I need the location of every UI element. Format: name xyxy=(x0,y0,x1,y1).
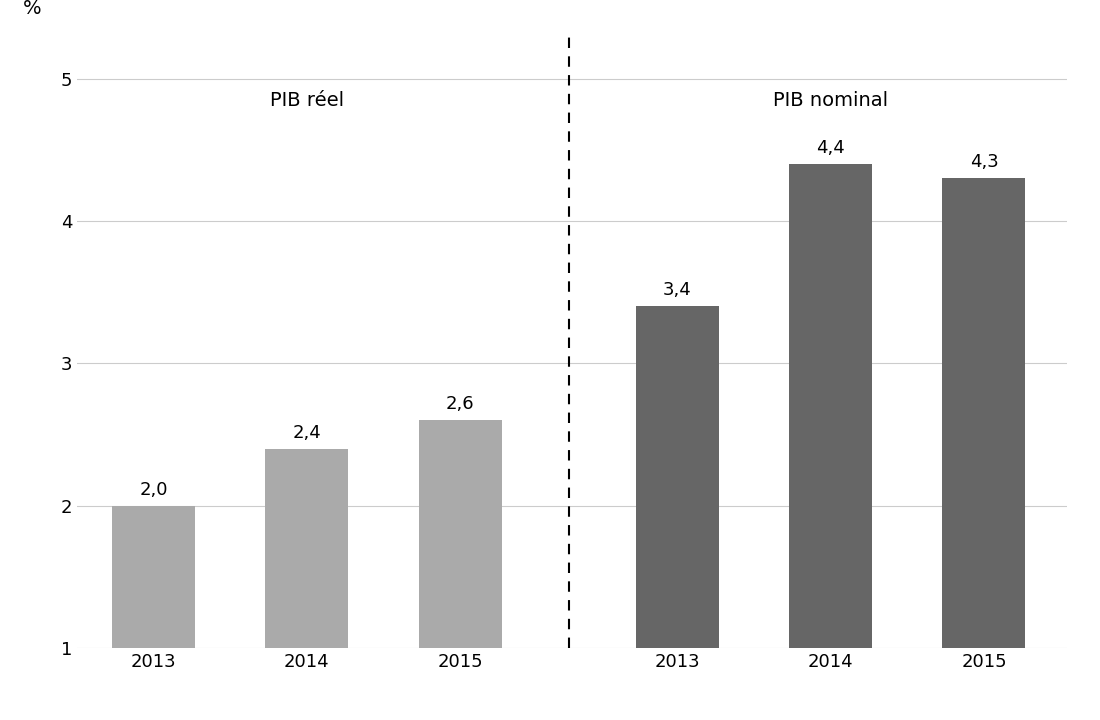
Text: 2,0: 2,0 xyxy=(140,480,168,498)
Bar xyxy=(112,505,195,648)
Bar xyxy=(419,420,502,648)
Bar xyxy=(943,179,1025,648)
Text: 4,4: 4,4 xyxy=(816,139,845,157)
Text: 4,3: 4,3 xyxy=(969,153,999,171)
Bar xyxy=(789,164,872,648)
Text: PIB réel: PIB réel xyxy=(270,91,344,109)
Bar xyxy=(265,449,349,648)
Text: 2,4: 2,4 xyxy=(293,423,321,441)
Text: %: % xyxy=(23,0,41,17)
Text: PIB nominal: PIB nominal xyxy=(773,91,888,109)
Text: 2,6: 2,6 xyxy=(446,395,474,413)
Bar xyxy=(636,307,719,648)
Text: 3,4: 3,4 xyxy=(663,282,692,300)
